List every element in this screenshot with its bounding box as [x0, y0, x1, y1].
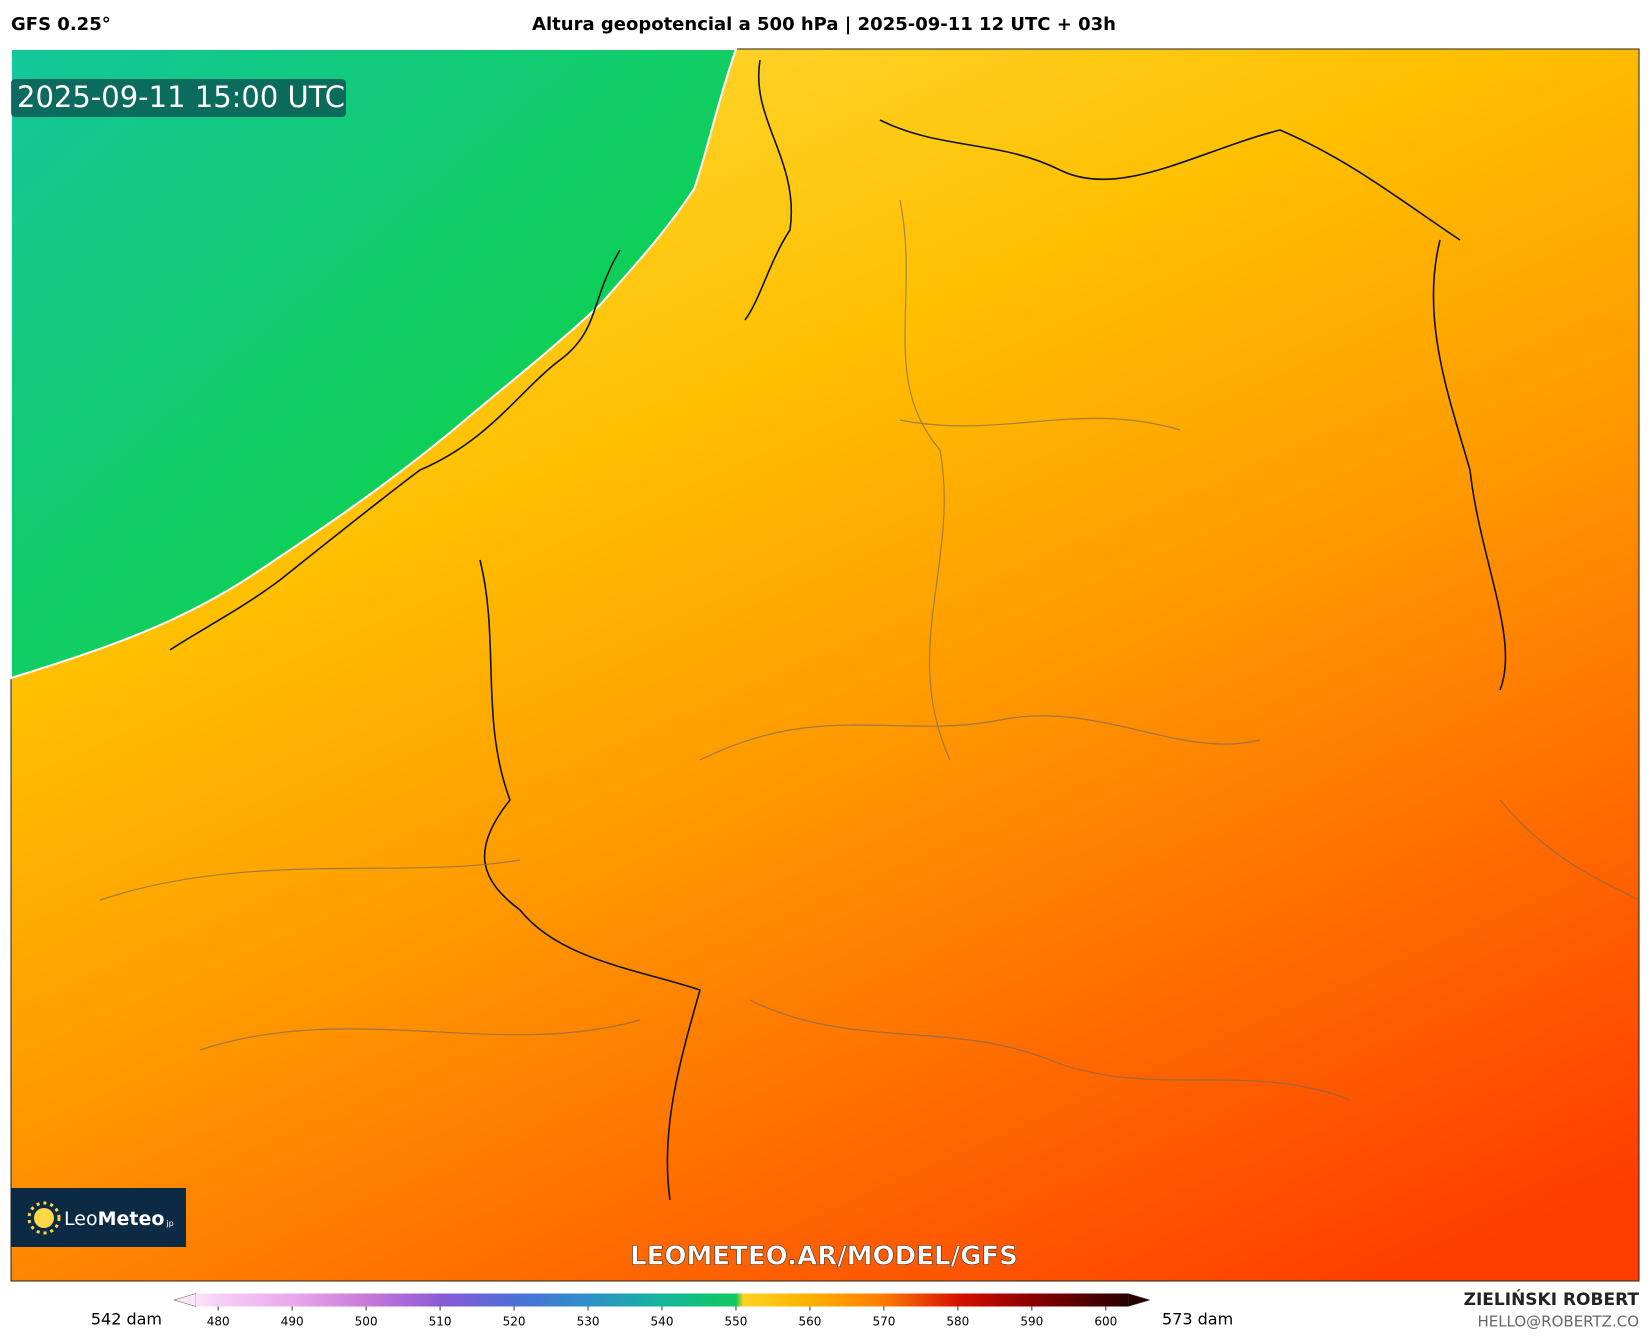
colorbar-tick-label: 550	[725, 1315, 748, 1329]
colorbar-tick-label: 580	[946, 1315, 969, 1329]
watermark: LEOMETEO.AR/MODEL/GFS	[630, 1242, 1018, 1272]
colorbar-arrow-high	[1127, 1293, 1151, 1307]
logo-rays	[27, 1201, 61, 1235]
country-border	[479, 119, 1507, 1201]
colorbar-tick-label: 560	[798, 1315, 821, 1329]
colorbar-tick-label: 530	[577, 1315, 600, 1329]
email: HELLO@ROBERTZ.CO	[1477, 1313, 1639, 1331]
colorbar-tick-label: 490	[281, 1315, 304, 1329]
colorbar-arrow-low	[173, 1293, 197, 1307]
colorbar-tick-label: 600	[1094, 1315, 1117, 1329]
timestamp: 2025-09-11 15:00 UTC	[17, 80, 345, 114]
timestamp-box	[11, 79, 346, 117]
colorbar-tick-label: 500	[355, 1315, 378, 1329]
coastline	[169, 59, 793, 651]
map: 2025-09-11 15:00 UTC LEOMETEO.AR/MODEL/G…	[10, 48, 1640, 1282]
model-label: GFS 0.25°	[11, 14, 111, 35]
logo-bold: Meteo	[98, 1208, 165, 1230]
logo-light: Leo	[64, 1208, 98, 1230]
logo-suffix: jp	[165, 1219, 173, 1228]
colorbar-bar	[196, 1293, 1128, 1307]
colorbar-max-label: 573 dam	[1162, 1310, 1233, 1329]
colorbar-tick-label: 570	[872, 1315, 895, 1329]
logo-sun	[34, 1208, 54, 1228]
colorbar-tick-label: 590	[1020, 1315, 1043, 1329]
colorbar-min-label: 542 dam	[91, 1310, 162, 1329]
colorbar-tick-label: 510	[429, 1315, 452, 1329]
logo-text: LeoMeteo jp	[64, 1208, 174, 1230]
colorbar-tick-label: 540	[651, 1315, 674, 1329]
author: ZIELIŃSKI ROBERT	[1464, 1288, 1640, 1310]
region-border	[99, 199, 1640, 1101]
map-title: Altura geopotencial a 500 hPa | 2025-09-…	[532, 14, 1116, 35]
colorbar: 542 dam 573 dam 480 490 500 510 520 530 540 550…	[91, 1293, 1233, 1329]
low-height-region	[10, 48, 738, 680]
colorbar-tick-label: 520	[503, 1315, 526, 1329]
colorbar-tick-label: 480	[207, 1315, 230, 1329]
